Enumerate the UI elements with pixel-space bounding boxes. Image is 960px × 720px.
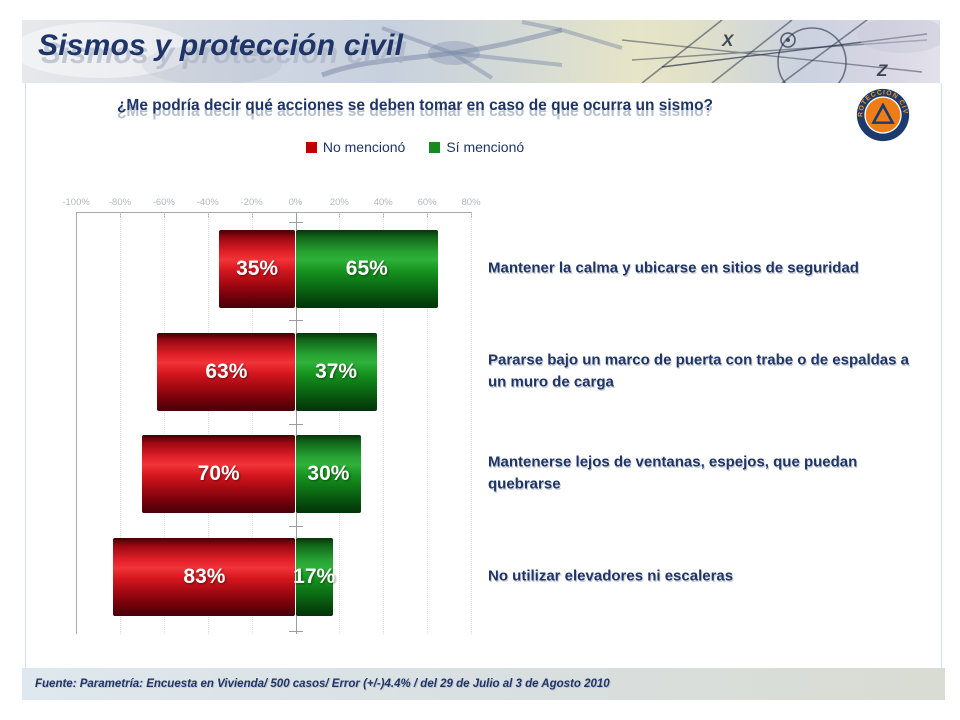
- banner-art: X Z: [22, 20, 940, 83]
- bar-segment-no-menciono: 35%: [218, 230, 296, 308]
- axis-tick-label: 40%: [373, 197, 393, 208]
- category-label: Pararse bajo un marco de puerta con trab…: [488, 351, 909, 391]
- bar-segment-si-menciono: 37%: [295, 333, 377, 411]
- gridline: [251, 213, 253, 634]
- legend-swatch-red-icon: [305, 141, 317, 153]
- legend-label: No mencionó: [322, 139, 406, 155]
- question-title-text: ¿Me podría decir qué acciones se deben t…: [116, 97, 714, 114]
- zero-axis-line: [295, 213, 297, 634]
- source-text: Fuente: Parametría: Encuesta en Vivienda…: [35, 678, 610, 690]
- zero-axis-tick: [288, 424, 303, 425]
- bar-segment-no-menciono: 70%: [141, 435, 296, 513]
- legend-swatch-green-icon: [429, 141, 441, 153]
- gridline: [119, 213, 121, 634]
- question-title-shadow: ¿Me podría decir qué acciones se deben t…: [116, 103, 714, 120]
- gridline: [339, 213, 341, 634]
- bar-segment-no-menciono: 63%: [157, 333, 296, 411]
- footer-bar: Fuente: Parametría: Encuesta en Vivienda…: [22, 668, 945, 700]
- legend-label: Sí mencionó: [446, 139, 525, 155]
- axis-tick-label: -20%: [240, 197, 263, 208]
- content-frame: [25, 83, 942, 668]
- axis-tick-label: 0%: [288, 197, 303, 208]
- svg-text:Z: Z: [876, 61, 888, 80]
- page-title-shadow: Sismos y protección civil: [41, 37, 407, 70]
- gridline: [207, 213, 209, 634]
- axis-tick-label: -100%: [62, 197, 90, 208]
- question-title: ¿Me podría decir qué acciones se deben t…: [75, 97, 755, 137]
- axis-tick-label: -40%: [196, 197, 219, 208]
- axis-tick-label: 20%: [329, 197, 349, 208]
- axis-tick-label: 80%: [461, 197, 481, 208]
- gridline: [427, 213, 429, 634]
- gridline: [383, 213, 385, 634]
- page-title-text: Sismos y protección civil: [38, 29, 404, 62]
- svg-text:X: X: [721, 31, 735, 50]
- bar-segment-no-menciono: 83%: [113, 538, 296, 616]
- legend-entry-no-menciono: No mencionó: [305, 139, 406, 155]
- chart-legend: No mencionó Sí mencionó: [75, 139, 755, 155]
- axis-tick-label: 60%: [417, 197, 437, 208]
- axis-line-top: [76, 212, 472, 213]
- bar-segment-si-menciono: 17%: [293, 538, 335, 616]
- header-banner: X Z Sismos y protección civil Sismos y p…: [22, 20, 940, 83]
- axis-tick: [76, 213, 78, 217]
- proteccion-civil-logo: PROTECCIÓN CIVIL: [855, 87, 910, 142]
- axis-tick-label: -60%: [152, 197, 175, 208]
- page-title: Sismos y protección civil Sismos y prote…: [38, 29, 598, 77]
- zero-axis-tick: [288, 222, 303, 223]
- bar-segment-si-menciono: 65%: [295, 230, 439, 308]
- zero-axis-tick: [288, 631, 303, 632]
- legend-entry-si-menciono: Sí mencionó: [429, 139, 524, 155]
- axis-line-left: [76, 212, 77, 634]
- gridline: [471, 213, 473, 634]
- axis-tick-label: -80%: [108, 197, 132, 208]
- zero-axis-tick: [288, 526, 303, 527]
- gridline: [163, 213, 165, 634]
- zero-axis-tick: [288, 320, 303, 321]
- category-label: No utilizar elevadores ni escaleras: [488, 567, 734, 585]
- category-label: Mantenerse lejos de ventanas, espejos, q…: [488, 453, 858, 493]
- bar-segment-si-menciono: 30%: [295, 435, 362, 513]
- category-label: Mantener la calma y ubicarse en sitios d…: [488, 259, 859, 277]
